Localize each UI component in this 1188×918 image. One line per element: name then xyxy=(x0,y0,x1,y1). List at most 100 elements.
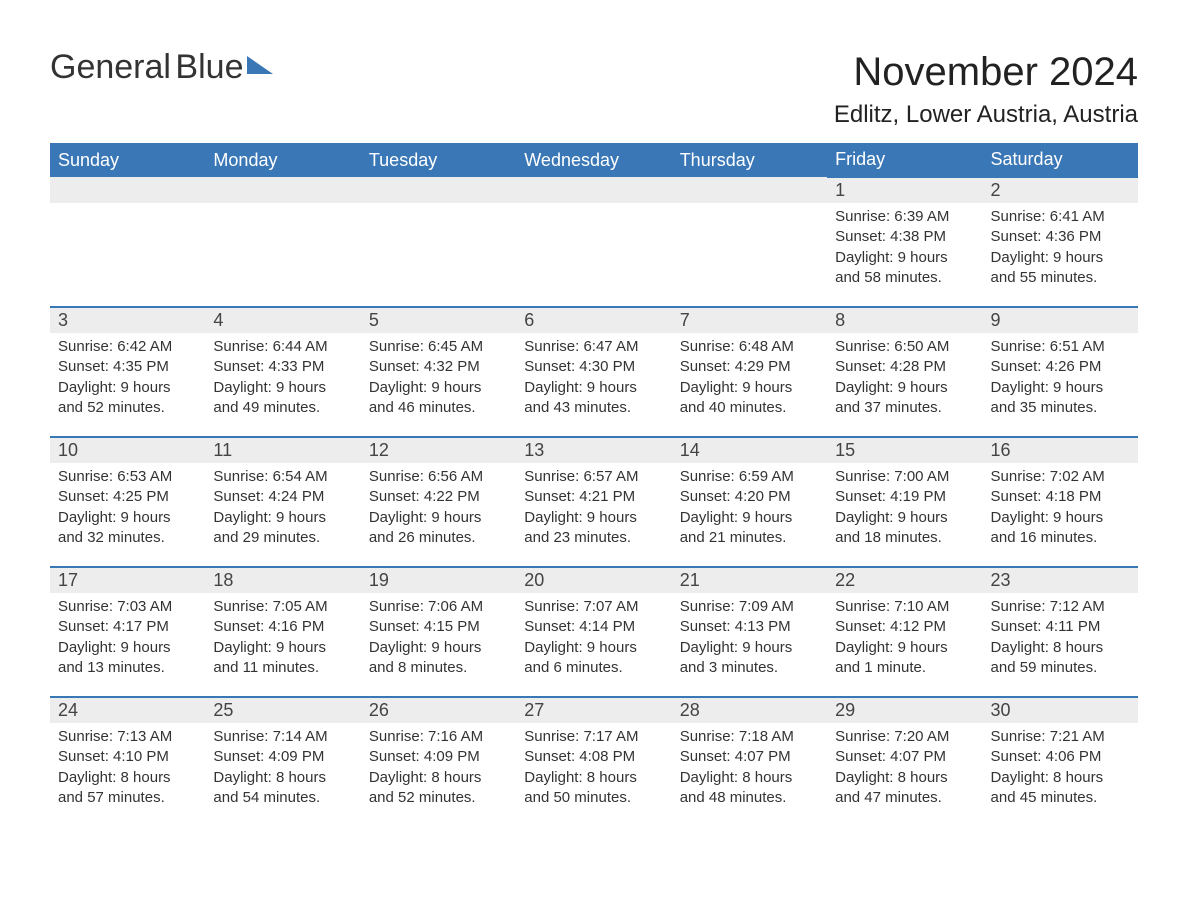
sunset-line: Sunset: 4:29 PM xyxy=(680,357,819,377)
sunrise-line: Sunrise: 6:45 AM xyxy=(369,337,508,357)
sunrise-line: Sunrise: 7:09 AM xyxy=(680,597,819,617)
daylight-line: Daylight: 9 hours and 18 minutes. xyxy=(835,508,974,549)
day-number: 3 xyxy=(50,308,205,333)
sunrise-line: Sunrise: 7:10 AM xyxy=(835,597,974,617)
day-cell: 18Sunrise: 7:05 AMSunset: 4:16 PMDayligh… xyxy=(205,567,360,697)
sunrise-line: Sunrise: 7:17 AM xyxy=(524,727,663,747)
day-number: 21 xyxy=(672,568,827,593)
day-number: 28 xyxy=(672,698,827,723)
day-number: 6 xyxy=(516,308,671,333)
day-cell: 16Sunrise: 7:02 AMSunset: 4:18 PMDayligh… xyxy=(983,437,1138,567)
sunrise-line: Sunrise: 7:21 AM xyxy=(991,727,1130,747)
day-cell: 29Sunrise: 7:20 AMSunset: 4:07 PMDayligh… xyxy=(827,697,982,827)
day-cell: 27Sunrise: 7:17 AMSunset: 4:08 PMDayligh… xyxy=(516,697,671,827)
weekday-header: Friday xyxy=(827,143,982,177)
empty-day-number xyxy=(205,177,360,203)
sunrise-line: Sunrise: 6:56 AM xyxy=(369,467,508,487)
sunrise-line: Sunrise: 6:54 AM xyxy=(213,467,352,487)
daylight-line: Daylight: 9 hours and 23 minutes. xyxy=(524,508,663,549)
day-details: Sunrise: 6:39 AMSunset: 4:38 PMDaylight:… xyxy=(827,203,982,296)
daylight-line: Daylight: 9 hours and 35 minutes. xyxy=(991,378,1130,419)
daylight-line: Daylight: 9 hours and 21 minutes. xyxy=(680,508,819,549)
daylight-line: Daylight: 9 hours and 40 minutes. xyxy=(680,378,819,419)
day-number: 24 xyxy=(50,698,205,723)
day-number: 26 xyxy=(361,698,516,723)
daylight-line: Daylight: 9 hours and 55 minutes. xyxy=(991,248,1130,289)
day-details: Sunrise: 6:50 AMSunset: 4:28 PMDaylight:… xyxy=(827,333,982,426)
daylight-line: Daylight: 8 hours and 57 minutes. xyxy=(58,768,197,809)
sunrise-line: Sunrise: 6:51 AM xyxy=(991,337,1130,357)
sunrise-line: Sunrise: 7:12 AM xyxy=(991,597,1130,617)
day-cell: 6Sunrise: 6:47 AMSunset: 4:30 PMDaylight… xyxy=(516,307,671,437)
day-number: 17 xyxy=(50,568,205,593)
daylight-line: Daylight: 8 hours and 45 minutes. xyxy=(991,768,1130,809)
day-details: Sunrise: 7:17 AMSunset: 4:08 PMDaylight:… xyxy=(516,723,671,816)
location-label: Edlitz, Lower Austria, Austria xyxy=(834,101,1138,129)
daylight-line: Daylight: 9 hours and 8 minutes. xyxy=(369,638,508,679)
day-details: Sunrise: 7:05 AMSunset: 4:16 PMDaylight:… xyxy=(205,593,360,686)
sunset-line: Sunset: 4:36 PM xyxy=(991,227,1130,247)
day-cell: 7Sunrise: 6:48 AMSunset: 4:29 PMDaylight… xyxy=(672,307,827,437)
daylight-line: Daylight: 8 hours and 47 minutes. xyxy=(835,768,974,809)
day-details: Sunrise: 6:54 AMSunset: 4:24 PMDaylight:… xyxy=(205,463,360,556)
sunrise-line: Sunrise: 7:20 AM xyxy=(835,727,974,747)
day-number: 13 xyxy=(516,438,671,463)
sunrise-line: Sunrise: 7:06 AM xyxy=(369,597,508,617)
day-cell: 15Sunrise: 7:00 AMSunset: 4:19 PMDayligh… xyxy=(827,437,982,567)
day-cell: 13Sunrise: 6:57 AMSunset: 4:21 PMDayligh… xyxy=(516,437,671,567)
day-details: Sunrise: 6:48 AMSunset: 4:29 PMDaylight:… xyxy=(672,333,827,426)
daylight-line: Daylight: 9 hours and 46 minutes. xyxy=(369,378,508,419)
logo-word2: Blue xyxy=(175,48,243,86)
day-number: 8 xyxy=(827,308,982,333)
daylight-line: Daylight: 9 hours and 26 minutes. xyxy=(369,508,508,549)
day-details: Sunrise: 7:21 AMSunset: 4:06 PMDaylight:… xyxy=(983,723,1138,816)
day-details: Sunrise: 6:51 AMSunset: 4:26 PMDaylight:… xyxy=(983,333,1138,426)
sunset-line: Sunset: 4:08 PM xyxy=(524,747,663,767)
sunrise-line: Sunrise: 6:39 AM xyxy=(835,207,974,227)
day-details: Sunrise: 7:13 AMSunset: 4:10 PMDaylight:… xyxy=(50,723,205,816)
sunset-line: Sunset: 4:17 PM xyxy=(58,617,197,637)
day-number: 23 xyxy=(983,568,1138,593)
daylight-line: Daylight: 8 hours and 54 minutes. xyxy=(213,768,352,809)
day-cell: 10Sunrise: 6:53 AMSunset: 4:25 PMDayligh… xyxy=(50,437,205,567)
day-number: 30 xyxy=(983,698,1138,723)
daylight-line: Daylight: 8 hours and 48 minutes. xyxy=(680,768,819,809)
sunset-line: Sunset: 4:07 PM xyxy=(680,747,819,767)
day-details: Sunrise: 7:00 AMSunset: 4:19 PMDaylight:… xyxy=(827,463,982,556)
daylight-line: Daylight: 9 hours and 13 minutes. xyxy=(58,638,197,679)
sunset-line: Sunset: 4:30 PM xyxy=(524,357,663,377)
day-number: 12 xyxy=(361,438,516,463)
sunset-line: Sunset: 4:09 PM xyxy=(213,747,352,767)
sunset-line: Sunset: 4:28 PM xyxy=(835,357,974,377)
sunrise-line: Sunrise: 7:00 AM xyxy=(835,467,974,487)
sunrise-line: Sunrise: 6:50 AM xyxy=(835,337,974,357)
day-details: Sunrise: 6:44 AMSunset: 4:33 PMDaylight:… xyxy=(205,333,360,426)
daylight-line: Daylight: 8 hours and 50 minutes. xyxy=(524,768,663,809)
daylight-line: Daylight: 9 hours and 52 minutes. xyxy=(58,378,197,419)
sunrise-line: Sunrise: 6:59 AM xyxy=(680,467,819,487)
day-cell: 22Sunrise: 7:10 AMSunset: 4:12 PMDayligh… xyxy=(827,567,982,697)
sunrise-line: Sunrise: 6:53 AM xyxy=(58,467,197,487)
empty-cell xyxy=(672,177,827,307)
weekday-header-row: SundayMondayTuesdayWednesdayThursdayFrid… xyxy=(50,143,1138,177)
sunset-line: Sunset: 4:06 PM xyxy=(991,747,1130,767)
daylight-line: Daylight: 9 hours and 29 minutes. xyxy=(213,508,352,549)
sunrise-line: Sunrise: 7:16 AM xyxy=(369,727,508,747)
sunset-line: Sunset: 4:19 PM xyxy=(835,487,974,507)
day-number: 15 xyxy=(827,438,982,463)
day-details: Sunrise: 7:14 AMSunset: 4:09 PMDaylight:… xyxy=(205,723,360,816)
sunrise-line: Sunrise: 7:07 AM xyxy=(524,597,663,617)
empty-day-number xyxy=(516,177,671,203)
day-cell: 20Sunrise: 7:07 AMSunset: 4:14 PMDayligh… xyxy=(516,567,671,697)
sunrise-line: Sunrise: 7:18 AM xyxy=(680,727,819,747)
header: General Blue November 2024 Edlitz, Lower… xyxy=(50,50,1138,139)
daylight-line: Daylight: 9 hours and 11 minutes. xyxy=(213,638,352,679)
day-cell: 2Sunrise: 6:41 AMSunset: 4:36 PMDaylight… xyxy=(983,177,1138,307)
daylight-line: Daylight: 9 hours and 16 minutes. xyxy=(991,508,1130,549)
sunrise-line: Sunrise: 7:13 AM xyxy=(58,727,197,747)
sunset-line: Sunset: 4:18 PM xyxy=(991,487,1130,507)
day-cell: 28 Sunrise: 7:18 AMSunset: 4:07 PMDayligh… xyxy=(672,697,827,827)
daylight-line: Daylight: 9 hours and 43 minutes. xyxy=(524,378,663,419)
sunset-line: Sunset: 4:32 PM xyxy=(369,357,508,377)
day-number: 25 xyxy=(205,698,360,723)
